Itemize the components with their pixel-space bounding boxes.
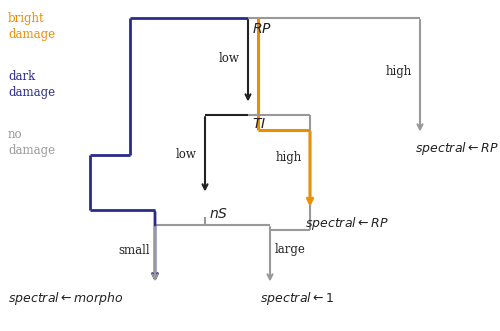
Text: small: small xyxy=(118,244,150,257)
Text: high: high xyxy=(386,65,412,78)
Text: $spectral \leftarrow RP$: $spectral \leftarrow RP$ xyxy=(415,140,498,157)
Text: bright
damage: bright damage xyxy=(8,12,55,41)
Text: large: large xyxy=(275,244,306,257)
Text: $spectral \leftarrow morpho$: $spectral \leftarrow morpho$ xyxy=(8,290,123,307)
Text: $RP$: $RP$ xyxy=(252,22,272,36)
Text: dark
damage: dark damage xyxy=(8,70,55,99)
Text: low: low xyxy=(176,149,197,162)
Text: low: low xyxy=(219,52,240,65)
Text: $TI$: $TI$ xyxy=(252,117,266,131)
Text: $nS$: $nS$ xyxy=(209,207,228,221)
Text: $spectral \leftarrow RP$: $spectral \leftarrow RP$ xyxy=(305,215,388,232)
Text: $spectral \leftarrow 1$: $spectral \leftarrow 1$ xyxy=(260,290,334,307)
Text: no
damage: no damage xyxy=(8,128,55,157)
Text: high: high xyxy=(276,151,302,164)
